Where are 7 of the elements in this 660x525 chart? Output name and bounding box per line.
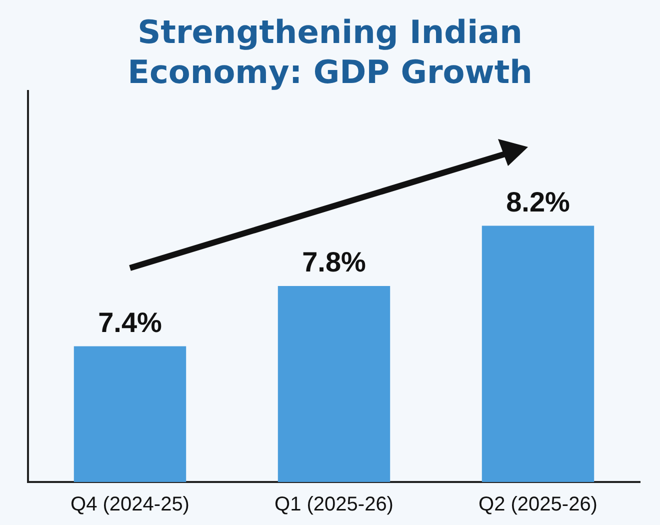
data-label: 7.4% (98, 307, 162, 338)
x-tick-label: Q1 (2025-26) (274, 494, 394, 516)
x-tick-label: Q2 (2025-26) (478, 494, 598, 516)
data-label: 8.2% (506, 186, 570, 218)
data-label: 7.8% (302, 246, 366, 278)
chart-title: Strengthening Indian Economy: GDP Growth (126, 12, 534, 92)
x-tick-label: Q4 (2024-25) (70, 494, 190, 516)
